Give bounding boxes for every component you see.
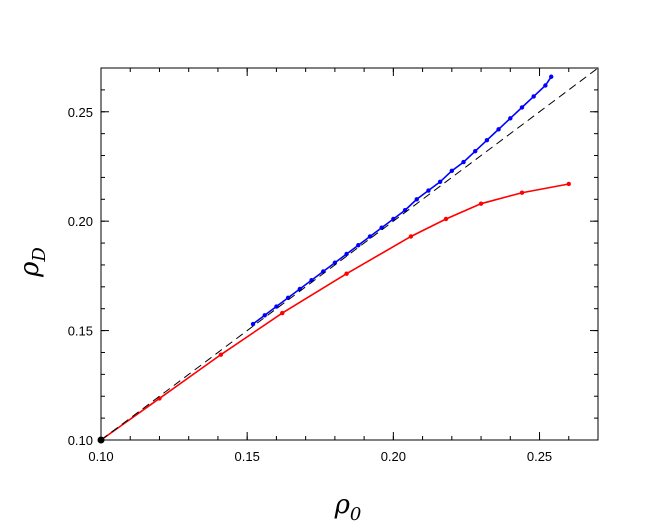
series-0-line — [252, 76, 552, 325]
y-tick-label: 0.20 — [68, 214, 93, 229]
series-1-point — [566, 181, 571, 187]
series-0-point — [250, 321, 256, 327]
series-1-point — [478, 201, 484, 206]
x-tick-label: 0.20 — [381, 449, 406, 464]
series-1-point — [218, 352, 224, 357]
series-0-point — [473, 148, 478, 154]
series-1-point — [280, 310, 285, 316]
y-tick-label: 0.10 — [68, 433, 93, 448]
series-0-point — [508, 116, 513, 121]
series-0-point — [449, 168, 455, 174]
x-axis-title: ρ0 — [334, 490, 362, 525]
series-0-point — [461, 159, 466, 165]
y-axis-title: ρD — [15, 247, 50, 278]
series-0-point — [367, 234, 373, 239]
series-2-line — [100, 67, 599, 441]
series-1-line — [100, 183, 569, 441]
x-tick-label: 0.15 — [235, 449, 260, 464]
series-0-point — [549, 74, 554, 79]
series-0-point — [344, 251, 349, 257]
series-1-point — [443, 216, 449, 222]
axis-ticks — [100, 67, 599, 441]
series-0-point — [262, 313, 267, 318]
series-0-point — [437, 179, 443, 184]
x-tick-label: 0.25 — [527, 449, 552, 464]
series-0-point — [484, 138, 490, 143]
series-0-point — [543, 83, 548, 88]
x-tick-label: 0.10 — [88, 449, 113, 464]
series-1-point — [408, 234, 414, 239]
tick-labels: 0.10 0.15 0.20 0.25 0.10 0.15 0.20 0.25 — [68, 105, 552, 464]
y-tick-label: 0.25 — [68, 105, 93, 120]
series-1-point — [519, 190, 525, 195]
plot-area — [97, 67, 599, 444]
series-0-point — [519, 105, 525, 110]
series-0-point — [414, 197, 419, 202]
series-0-point — [356, 243, 361, 248]
series-1-point — [344, 271, 349, 276]
y-tick-label: 0.15 — [68, 324, 93, 339]
series-0-point — [531, 94, 536, 99]
series-0-point — [274, 304, 279, 309]
series-0-point — [426, 188, 431, 193]
series-0-point — [496, 127, 501, 132]
plot-frame — [100, 67, 599, 441]
